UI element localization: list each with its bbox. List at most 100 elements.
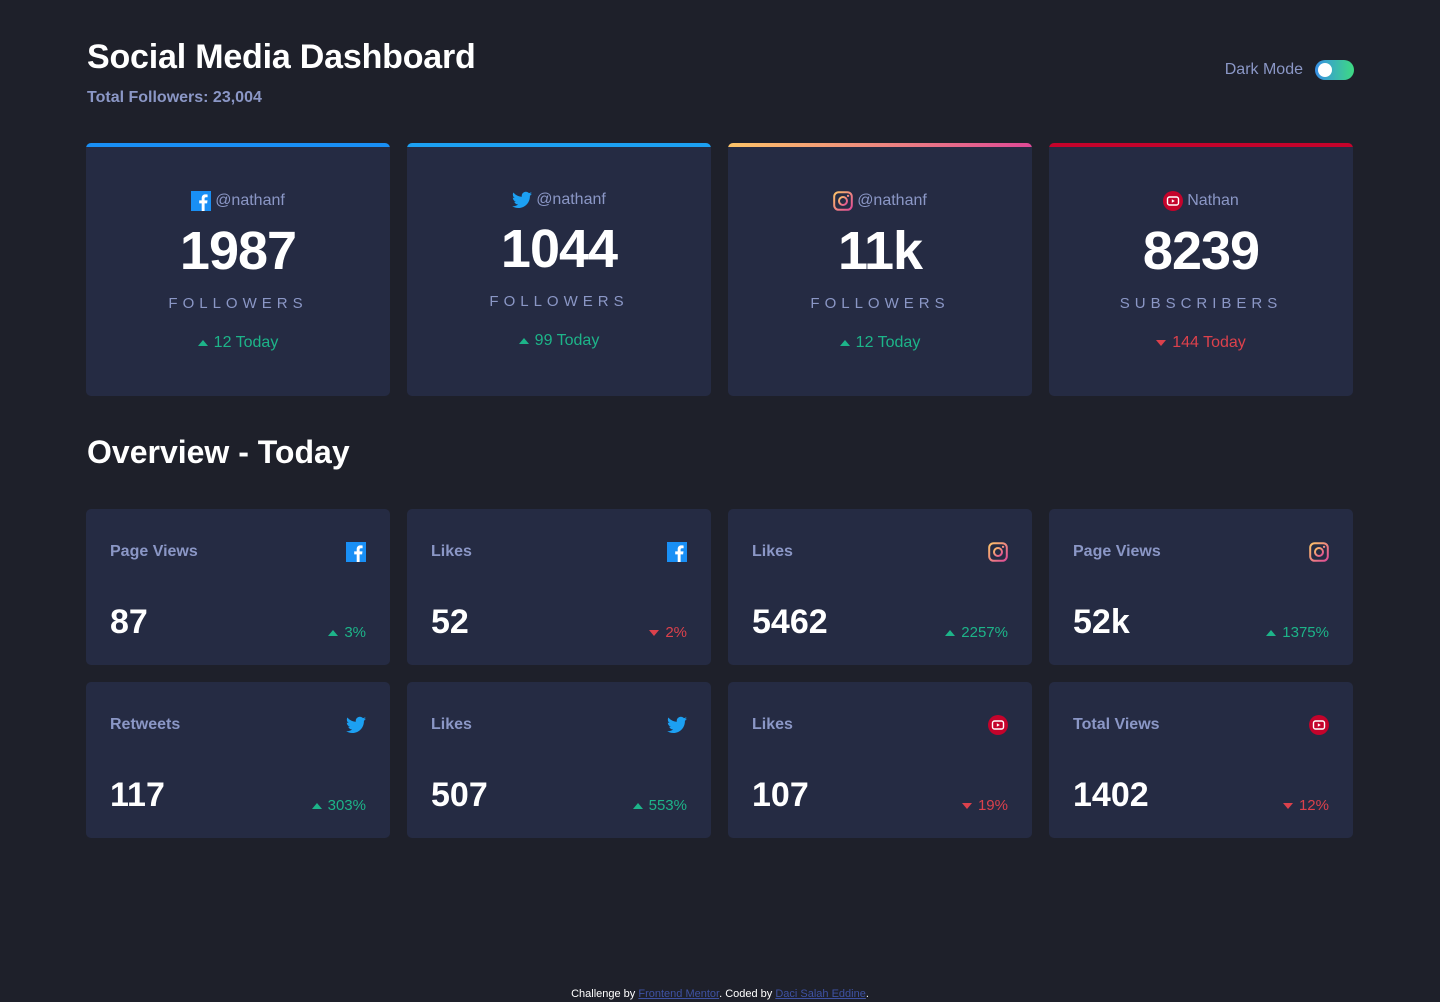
card-facebook[interactable]: @nathanf 1987 FOLLOWERS 12 Today — [86, 143, 390, 396]
overview-change: 19% — [961, 797, 1008, 814]
footer: Challenge by Frontend Mentor. Coded by D… — [0, 988, 1440, 1000]
twitter-icon — [667, 716, 687, 733]
overview-change: 1375% — [1266, 624, 1329, 641]
card-change-text: 12 Today — [213, 334, 279, 351]
overview-change-text: 3% — [344, 624, 366, 641]
follower-cards: @nathanf 1987 FOLLOWERS 12 Today @nathan… — [86, 143, 1353, 396]
overview-card[interactable]: Page Views 87 3% — [86, 509, 390, 665]
card-count: 1044 — [500, 219, 618, 279]
card-handle: @nathanf — [512, 191, 606, 209]
overview-card[interactable]: Likes 107 19% — [728, 682, 1032, 838]
arrow-up-icon — [839, 340, 850, 346]
arrow-down-icon — [1282, 802, 1293, 809]
overview-grid: Page Views 87 3% Likes 52 2% Likes — [86, 509, 1353, 838]
card-unit: FOLLOWERS — [810, 295, 950, 312]
arrow-down-icon — [1156, 340, 1167, 346]
overview-value: 507 — [431, 776, 488, 814]
overview-label: Likes — [752, 543, 793, 560]
card-accent-bar — [1049, 143, 1353, 147]
twitter-icon — [346, 716, 366, 733]
arrow-down-icon — [649, 629, 660, 636]
card-accent-bar — [86, 143, 390, 147]
card-unit: FOLLOWERS — [489, 293, 629, 310]
overview-change-text: 553% — [648, 797, 687, 814]
overview-label: Page Views — [1073, 543, 1161, 560]
overview-label: Likes — [431, 716, 472, 733]
overview-change: 3% — [328, 624, 366, 641]
card-change: 99 Today — [518, 332, 600, 350]
overview-card[interactable]: Page Views 52k 1375% — [1049, 509, 1353, 665]
overview-card[interactable]: Retweets 117 303% — [86, 682, 390, 838]
overview-label: Retweets — [110, 716, 181, 733]
instagram-icon — [1309, 542, 1329, 562]
overview-change: 12% — [1282, 797, 1329, 814]
card-handle-text: Nathan — [1187, 192, 1239, 209]
footer-suffix: . — [865, 988, 869, 1000]
card-change-text: 12 Today — [855, 334, 921, 351]
card-count: 1987 — [179, 221, 297, 281]
dark-mode-control: Dark Mode — [1225, 60, 1354, 80]
overview-card[interactable]: Likes 507 553% — [407, 682, 711, 838]
overview-value: 117 — [110, 776, 165, 814]
overview-card[interactable]: Likes 5462 2257% — [728, 509, 1032, 665]
arrow-up-icon — [311, 802, 322, 809]
overview-change-text: 1375% — [1282, 624, 1329, 641]
instagram-icon — [833, 191, 853, 211]
author-link[interactable]: Daci Salah Eddine — [775, 988, 866, 1000]
card-accent-bar — [407, 143, 711, 147]
card-accent-bar — [728, 143, 1032, 147]
frontend-mentor-link[interactable]: Frontend Mentor — [638, 988, 720, 1000]
overview-value: 52k — [1073, 603, 1130, 641]
page-title: Social Media Dashboard — [87, 38, 476, 76]
overview-label: Likes — [752, 716, 793, 733]
arrow-down-icon — [961, 802, 972, 809]
card-twitter[interactable]: @nathanf 1044 FOLLOWERS 99 Today — [407, 143, 711, 396]
total-followers: Total Followers: 23,004 — [87, 89, 262, 106]
overview-change-text: 2257% — [961, 624, 1008, 641]
twitter-icon — [512, 191, 533, 208]
facebook-icon — [191, 191, 212, 211]
overview-label: Page Views — [110, 543, 198, 560]
overview-title: Overview - Today — [87, 434, 350, 470]
overview-change-text: 2% — [665, 624, 687, 641]
overview-card[interactable]: Likes 52 2% — [407, 509, 711, 665]
footer-prefix: Challenge by — [571, 988, 639, 1000]
card-youtube[interactable]: Nathan 8239 SUBSCRIBERS 144 Today — [1049, 143, 1353, 396]
overview-value: 52 — [431, 603, 469, 641]
overview-change: 2257% — [945, 624, 1008, 641]
card-handle-text: @nathanf — [536, 191, 606, 208]
overview-change: 553% — [632, 797, 687, 814]
facebook-icon — [346, 542, 366, 562]
arrow-up-icon — [518, 338, 529, 344]
card-change: 144 Today — [1156, 334, 1246, 352]
overview-value: 5462 — [752, 603, 828, 641]
dark-mode-toggle[interactable] — [1315, 60, 1354, 80]
facebook-icon — [667, 542, 687, 562]
overview-label: Total Views — [1073, 716, 1160, 733]
overview-change: 2% — [649, 624, 687, 641]
card-handle-text: @nathanf — [857, 192, 927, 209]
arrow-up-icon — [328, 629, 339, 636]
overview-card[interactable]: Total Views 1402 12% — [1049, 682, 1353, 838]
card-handle: @nathanf — [833, 191, 927, 211]
overview-value: 87 — [110, 603, 148, 641]
arrow-up-icon — [632, 802, 643, 809]
card-change-text: 99 Today — [534, 332, 600, 349]
card-handle: @nathanf — [191, 191, 285, 211]
overview-value: 1402 — [1073, 776, 1149, 814]
card-unit: SUBSCRIBERS — [1119, 295, 1283, 312]
overview-change-text: 303% — [327, 797, 366, 814]
arrow-up-icon — [1266, 629, 1277, 636]
card-handle: Nathan — [1163, 191, 1239, 211]
overview-change: 303% — [311, 797, 366, 814]
toggle-knob — [1318, 63, 1332, 77]
dark-mode-label: Dark Mode — [1224, 61, 1303, 78]
card-handle-text: @nathanf — [215, 192, 285, 209]
overview-change-text: 12% — [1298, 797, 1329, 814]
overview-label: Likes — [431, 543, 472, 560]
overview-change-text: 19% — [977, 797, 1008, 814]
card-instagram[interactable]: @nathanf 11k FOLLOWERS 12 Today — [728, 143, 1032, 396]
card-change: 12 Today — [839, 334, 921, 352]
card-change: 12 Today — [197, 334, 279, 352]
